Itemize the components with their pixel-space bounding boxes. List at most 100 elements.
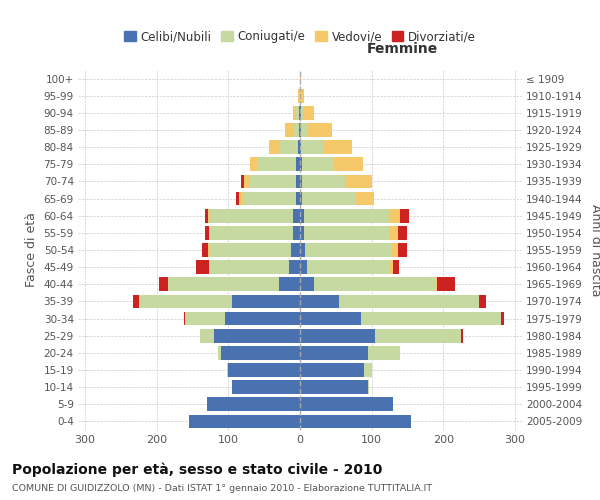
- Bar: [189, 414, 300, 428]
- Bar: [436, 278, 437, 291]
- Bar: [400, 209, 409, 222]
- Bar: [293, 106, 296, 120]
- Bar: [398, 226, 407, 239]
- Bar: [207, 398, 300, 411]
- Bar: [345, 174, 373, 188]
- Bar: [389, 260, 393, 274]
- Bar: [479, 294, 486, 308]
- Bar: [300, 294, 340, 308]
- Bar: [303, 106, 314, 120]
- Bar: [300, 89, 304, 102]
- Bar: [300, 312, 361, 326]
- Bar: [302, 174, 345, 188]
- Bar: [296, 106, 299, 120]
- Bar: [393, 260, 399, 274]
- Bar: [300, 380, 368, 394]
- Bar: [133, 294, 139, 308]
- Bar: [232, 380, 300, 394]
- Bar: [159, 278, 167, 291]
- Bar: [299, 106, 300, 120]
- Y-axis label: Anni di nascita: Anni di nascita: [589, 204, 600, 296]
- Bar: [500, 312, 504, 326]
- Bar: [250, 174, 296, 188]
- Bar: [389, 226, 398, 239]
- Bar: [300, 174, 302, 188]
- Bar: [280, 140, 298, 154]
- Bar: [391, 243, 398, 257]
- Bar: [375, 329, 461, 342]
- Bar: [214, 329, 300, 342]
- Bar: [211, 226, 293, 239]
- Bar: [301, 140, 323, 154]
- Bar: [301, 123, 307, 137]
- Bar: [205, 226, 209, 239]
- Bar: [229, 363, 300, 377]
- Bar: [202, 243, 208, 257]
- Bar: [257, 158, 296, 171]
- Legend: Celibi/Nubili, Coniugati/e, Vedovi/e, Divorziati/e: Celibi/Nubili, Coniugati/e, Vedovi/e, Di…: [119, 26, 481, 48]
- Bar: [225, 312, 300, 326]
- Bar: [296, 158, 300, 171]
- Bar: [221, 346, 300, 360]
- Bar: [289, 260, 300, 274]
- Bar: [300, 123, 301, 137]
- Bar: [296, 192, 300, 205]
- Bar: [299, 123, 300, 137]
- Bar: [296, 174, 300, 188]
- Bar: [196, 260, 209, 274]
- Bar: [300, 72, 301, 86]
- Bar: [298, 140, 300, 154]
- Bar: [269, 140, 280, 154]
- Bar: [307, 123, 332, 137]
- Bar: [300, 192, 302, 205]
- Bar: [218, 346, 221, 360]
- Bar: [184, 312, 185, 326]
- Bar: [304, 209, 389, 222]
- Bar: [307, 260, 389, 274]
- Bar: [398, 243, 407, 257]
- Bar: [356, 192, 374, 205]
- Bar: [361, 312, 500, 326]
- Bar: [389, 209, 400, 222]
- Bar: [208, 243, 209, 257]
- Bar: [293, 226, 300, 239]
- Bar: [243, 192, 296, 205]
- Bar: [302, 158, 334, 171]
- Bar: [241, 174, 244, 188]
- Bar: [250, 158, 257, 171]
- Bar: [301, 106, 303, 120]
- Bar: [208, 209, 211, 222]
- Bar: [314, 278, 436, 291]
- Text: COMUNE DI GUIDIZZOLO (MN) - Dati ISTAT 1° gennaio 2010 - Elaborazione TUTTITALIA: COMUNE DI GUIDIZZOLO (MN) - Dati ISTAT 1…: [12, 484, 432, 493]
- Bar: [293, 123, 299, 137]
- Bar: [334, 158, 363, 171]
- Bar: [200, 329, 214, 342]
- Bar: [305, 243, 391, 257]
- Bar: [340, 294, 479, 308]
- Bar: [300, 260, 307, 274]
- Bar: [304, 226, 389, 239]
- Bar: [368, 380, 370, 394]
- Text: Popolazione per età, sesso e stato civile - 2010: Popolazione per età, sesso e stato civil…: [12, 462, 382, 477]
- Bar: [300, 346, 368, 360]
- Bar: [211, 209, 293, 222]
- Bar: [300, 226, 304, 239]
- Bar: [300, 363, 364, 377]
- Bar: [205, 209, 208, 222]
- Bar: [323, 140, 352, 154]
- Bar: [300, 243, 305, 257]
- Bar: [244, 174, 250, 188]
- Bar: [300, 329, 375, 342]
- Bar: [278, 278, 300, 291]
- Bar: [209, 243, 292, 257]
- Bar: [300, 140, 301, 154]
- Bar: [232, 294, 300, 308]
- Bar: [298, 89, 300, 102]
- Bar: [437, 278, 455, 291]
- Text: Femmine: Femmine: [367, 42, 438, 56]
- Bar: [368, 346, 400, 360]
- Bar: [300, 209, 304, 222]
- Bar: [209, 260, 211, 274]
- Bar: [227, 363, 229, 377]
- Bar: [300, 158, 302, 171]
